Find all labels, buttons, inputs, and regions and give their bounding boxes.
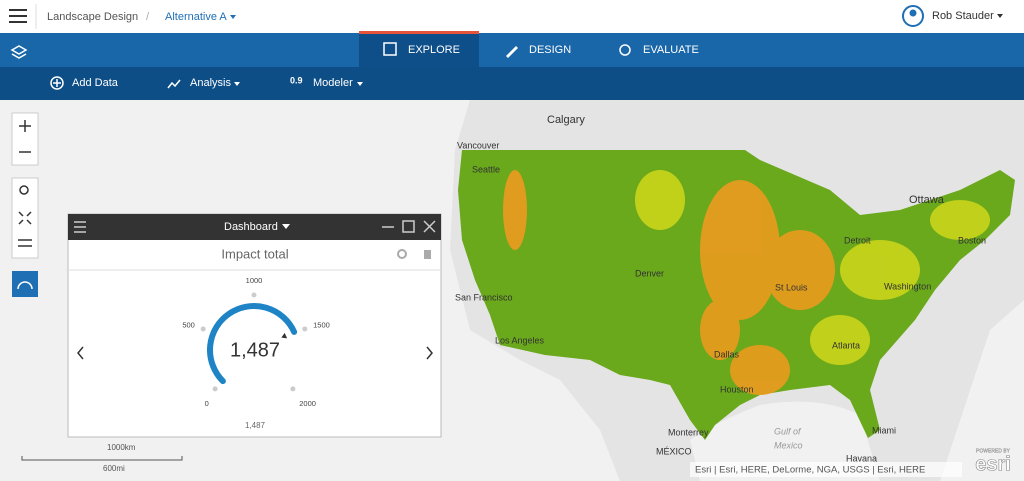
gauge-tick bbox=[290, 386, 296, 392]
gauge-tick-label: 1000 bbox=[246, 276, 263, 285]
map-label: Seattle bbox=[472, 164, 500, 174]
tab-indicator bbox=[359, 31, 479, 34]
design-icon bbox=[506, 46, 518, 58]
scale-mi: 600mi bbox=[103, 464, 125, 473]
map-label: Mexico bbox=[774, 440, 803, 450]
caret bbox=[234, 82, 240, 86]
map-label: Boston bbox=[958, 235, 986, 245]
panel-menu[interactable] bbox=[74, 221, 86, 233]
dashboard-button[interactable] bbox=[12, 271, 38, 297]
search-button[interactable] bbox=[19, 185, 29, 195]
caret bbox=[997, 14, 1003, 18]
caret bbox=[230, 15, 236, 19]
toolbar-item[interactable]: Modeler bbox=[313, 77, 353, 89]
gauge-caption: 1,487 bbox=[245, 421, 266, 430]
gauge-tick-label: 0 bbox=[205, 399, 209, 408]
user-name[interactable]: Rob Stauder bbox=[932, 10, 994, 22]
tool-control bbox=[11, 177, 39, 259]
analysis-icon bbox=[167, 79, 181, 89]
user-icon bbox=[909, 9, 917, 17]
close[interactable] bbox=[423, 220, 436, 233]
user-avatar[interactable] bbox=[902, 5, 924, 27]
gauge-tick bbox=[200, 326, 206, 332]
gauge-tick bbox=[302, 326, 308, 332]
toolbar bbox=[0, 67, 1024, 100]
map-label: Gulf of bbox=[774, 426, 802, 436]
gauge: 0 500 1000 1500 2000 bbox=[182, 276, 329, 408]
settings[interactable] bbox=[397, 249, 407, 259]
map-label: Monterrey bbox=[668, 427, 709, 437]
modeler-icon: 0.9 bbox=[290, 75, 303, 85]
gauge-tick-label: 1500 bbox=[313, 320, 330, 329]
breadcrumb-current[interactable]: Alternative A bbox=[165, 11, 227, 23]
widget-title: Impact total bbox=[221, 246, 288, 261]
maximize[interactable] bbox=[402, 220, 415, 233]
tab[interactable]: EVALUATE bbox=[643, 44, 699, 56]
map-label: MÉXICO bbox=[656, 446, 692, 456]
map-label: Washington bbox=[884, 281, 931, 291]
map-label: Los Angeles bbox=[495, 335, 545, 345]
map-label: Detroit bbox=[844, 235, 871, 245]
next[interactable] bbox=[426, 346, 433, 360]
caret bbox=[282, 224, 290, 229]
map-label: Houston bbox=[720, 384, 754, 394]
tab[interactable]: DESIGN bbox=[529, 44, 571, 56]
map-labels: Calgary Vancouver Seattle Ottawa Boston Detro… bbox=[455, 114, 986, 463]
zoom-in[interactable] bbox=[19, 120, 31, 132]
gauge-tick bbox=[212, 386, 218, 392]
scale-km: 1000km bbox=[107, 443, 136, 452]
map-label: Havana bbox=[846, 453, 877, 463]
impact-mid bbox=[635, 170, 990, 365]
gauge-tick-label: 2000 bbox=[299, 399, 316, 408]
atlantic bbox=[940, 300, 1024, 481]
tab-active[interactable] bbox=[359, 33, 479, 67]
gauge-marker bbox=[281, 332, 288, 339]
map-label: Vancouver bbox=[457, 140, 499, 150]
delete[interactable] bbox=[424, 250, 431, 259]
gauge-arc bbox=[207, 303, 298, 385]
measure-button[interactable] bbox=[18, 239, 32, 247]
attribution: Esri | Esri, HERE, DeLorme, NGA, USGS | … bbox=[695, 465, 925, 476]
add-icon bbox=[53, 79, 61, 87]
separator: / bbox=[146, 11, 150, 23]
gauge-value: 1,487 bbox=[230, 339, 280, 361]
gauge-tick bbox=[251, 292, 257, 298]
layers-button[interactable] bbox=[10, 45, 28, 59]
dashboard-panel bbox=[67, 213, 442, 438]
extent-button[interactable] bbox=[18, 211, 32, 225]
map-label: St Louis bbox=[775, 282, 808, 292]
impact-high bbox=[503, 170, 835, 395]
dashboard-title[interactable]: Dashboard bbox=[224, 221, 278, 233]
map-label: Dallas bbox=[714, 349, 740, 359]
map-label: Ottawa bbox=[909, 194, 945, 206]
map-label: Atlanta bbox=[832, 340, 860, 350]
toolbar-item[interactable]: Add Data bbox=[72, 77, 119, 89]
top-bar bbox=[0, 0, 1024, 33]
map-label: Calgary bbox=[547, 114, 585, 126]
menu-button[interactable] bbox=[9, 9, 27, 23]
prev[interactable] bbox=[77, 346, 84, 360]
add-icon bbox=[50, 76, 64, 90]
logo: esri bbox=[975, 453, 1011, 475]
evaluate-icon bbox=[619, 44, 631, 56]
map-label: Denver bbox=[635, 268, 664, 278]
map-label: San Francisco bbox=[455, 292, 513, 302]
gulf bbox=[690, 401, 880, 481]
breadcrumb[interactable]: Landscape Design bbox=[47, 11, 138, 23]
dashboard-icon bbox=[17, 281, 33, 290]
gauge-tick-label: 500 bbox=[182, 320, 195, 329]
logo-powered: POWERED BY bbox=[976, 448, 1011, 454]
dashboard-header bbox=[68, 214, 441, 240]
attribution-bg bbox=[690, 462, 962, 477]
tab[interactable]: EXPLORE bbox=[408, 44, 460, 56]
map-label: Miami bbox=[872, 425, 896, 435]
explore-icon bbox=[383, 42, 397, 56]
toolbar-item[interactable]: Analysis bbox=[190, 77, 231, 89]
caret bbox=[357, 82, 363, 86]
